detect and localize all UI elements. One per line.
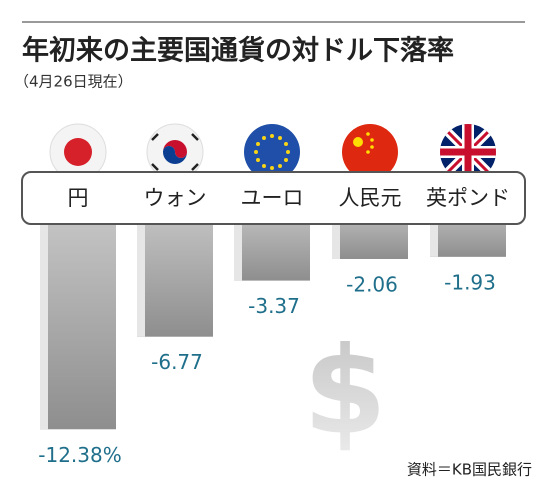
x-tick-label: 英ポンド <box>426 186 510 210</box>
value-label: -1.93 <box>444 270 496 294</box>
bars: -12.38% -6.77 -3.37 -2.06 -1.93 <box>38 200 506 467</box>
bar-highlight <box>430 200 438 257</box>
bar-highlight <box>332 200 340 259</box>
x-tick-label: ユーロ <box>241 186 304 210</box>
value-label: -3.37 <box>248 294 300 318</box>
bar-highlight <box>234 200 242 281</box>
flag-uk <box>440 124 496 180</box>
chart-subtitle: （4月26日現在） <box>14 73 133 91</box>
x-tick-label: 円 <box>68 186 89 210</box>
flag-eu <box>244 124 300 180</box>
flag-china <box>342 124 398 180</box>
dollar-icon: $ <box>303 323 387 462</box>
x-tick-label: ウォン <box>144 186 207 210</box>
label-box <box>21 171 526 225</box>
x-tick-label: 人民元 <box>339 186 402 210</box>
flag-japan <box>49 123 107 181</box>
value-label: -12.38% <box>38 443 121 467</box>
bar-highlight <box>40 200 48 430</box>
chart-title: 年初来の主要国通貨の対ドル下落率 <box>22 35 454 67</box>
bar <box>40 200 116 430</box>
value-label: -2.06 <box>346 272 398 296</box>
bar-highlight <box>137 200 145 337</box>
source: 資料＝KB国民銀行 <box>407 461 532 479</box>
value-label: -6.77 <box>151 350 203 374</box>
